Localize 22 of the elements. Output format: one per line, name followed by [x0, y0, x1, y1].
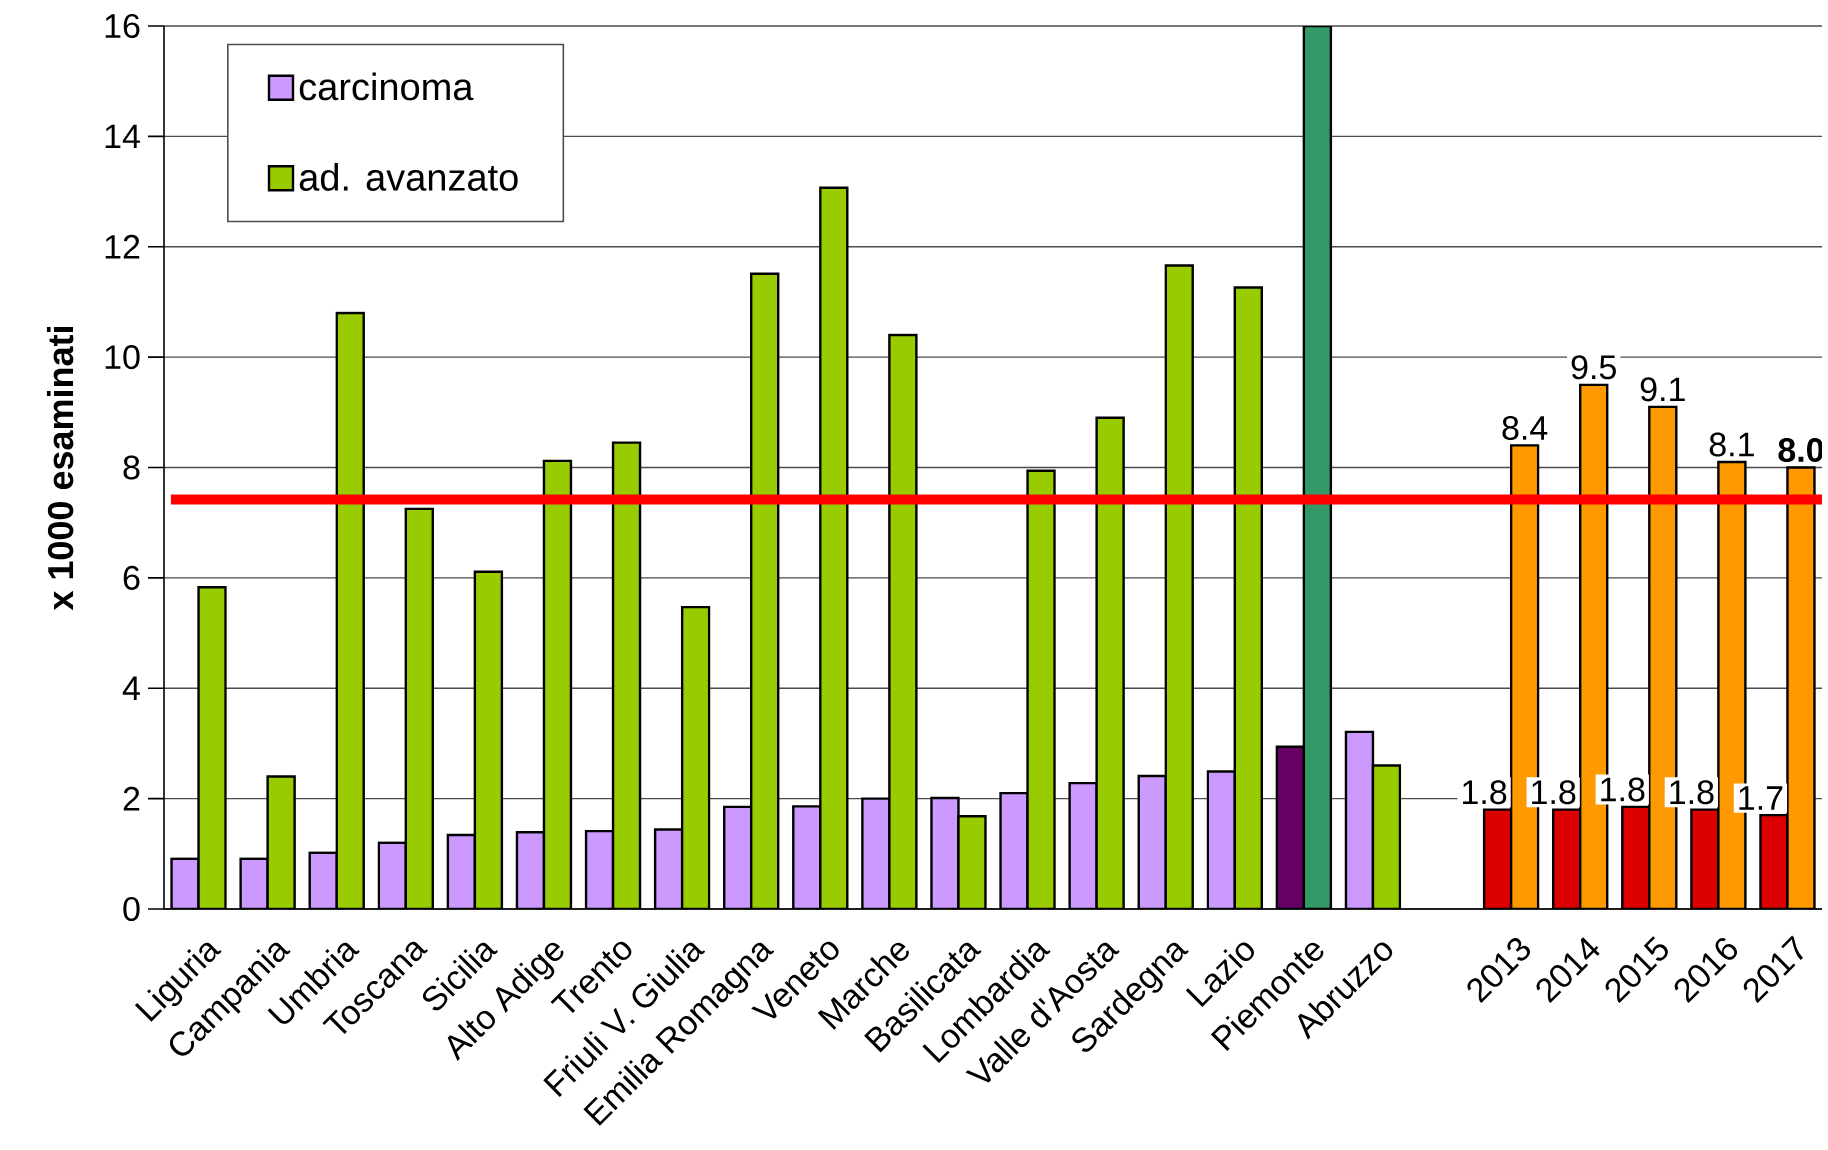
data-label: 1.8 [1601, 777, 1645, 802]
legend-label: carcinoma [299, 72, 474, 101]
y-tick-label: 6 [123, 565, 140, 590]
data-label: 9.5 [1571, 355, 1616, 380]
data-label: 8.0 [1778, 438, 1824, 463]
data-label: 1.7 [1739, 786, 1783, 810]
y-tick-label: 10 [105, 345, 140, 370]
data-label: 1.8 [1532, 780, 1576, 805]
y-tick-label: 14 [105, 124, 140, 149]
y-tick-label: 4 [122, 676, 140, 700]
y-tick-label: 8 [123, 455, 140, 480]
y-tick-label: 2 [123, 786, 140, 811]
data-label: 8.4 [1502, 415, 1548, 441]
data-label: 8.1 [1709, 432, 1754, 457]
y-tick-label: 16 [105, 13, 140, 39]
y-axis-title: x 1000 esaminati [46, 327, 74, 611]
y-tick-label: 0 [123, 896, 140, 922]
data-label: 1.8 [1670, 780, 1714, 805]
y-tick-label: 12 [105, 234, 140, 259]
legend-label: ad. avanzato [299, 162, 518, 191]
data-label: 1.8 [1463, 780, 1507, 805]
data-label: 9.1 [1640, 377, 1685, 402]
